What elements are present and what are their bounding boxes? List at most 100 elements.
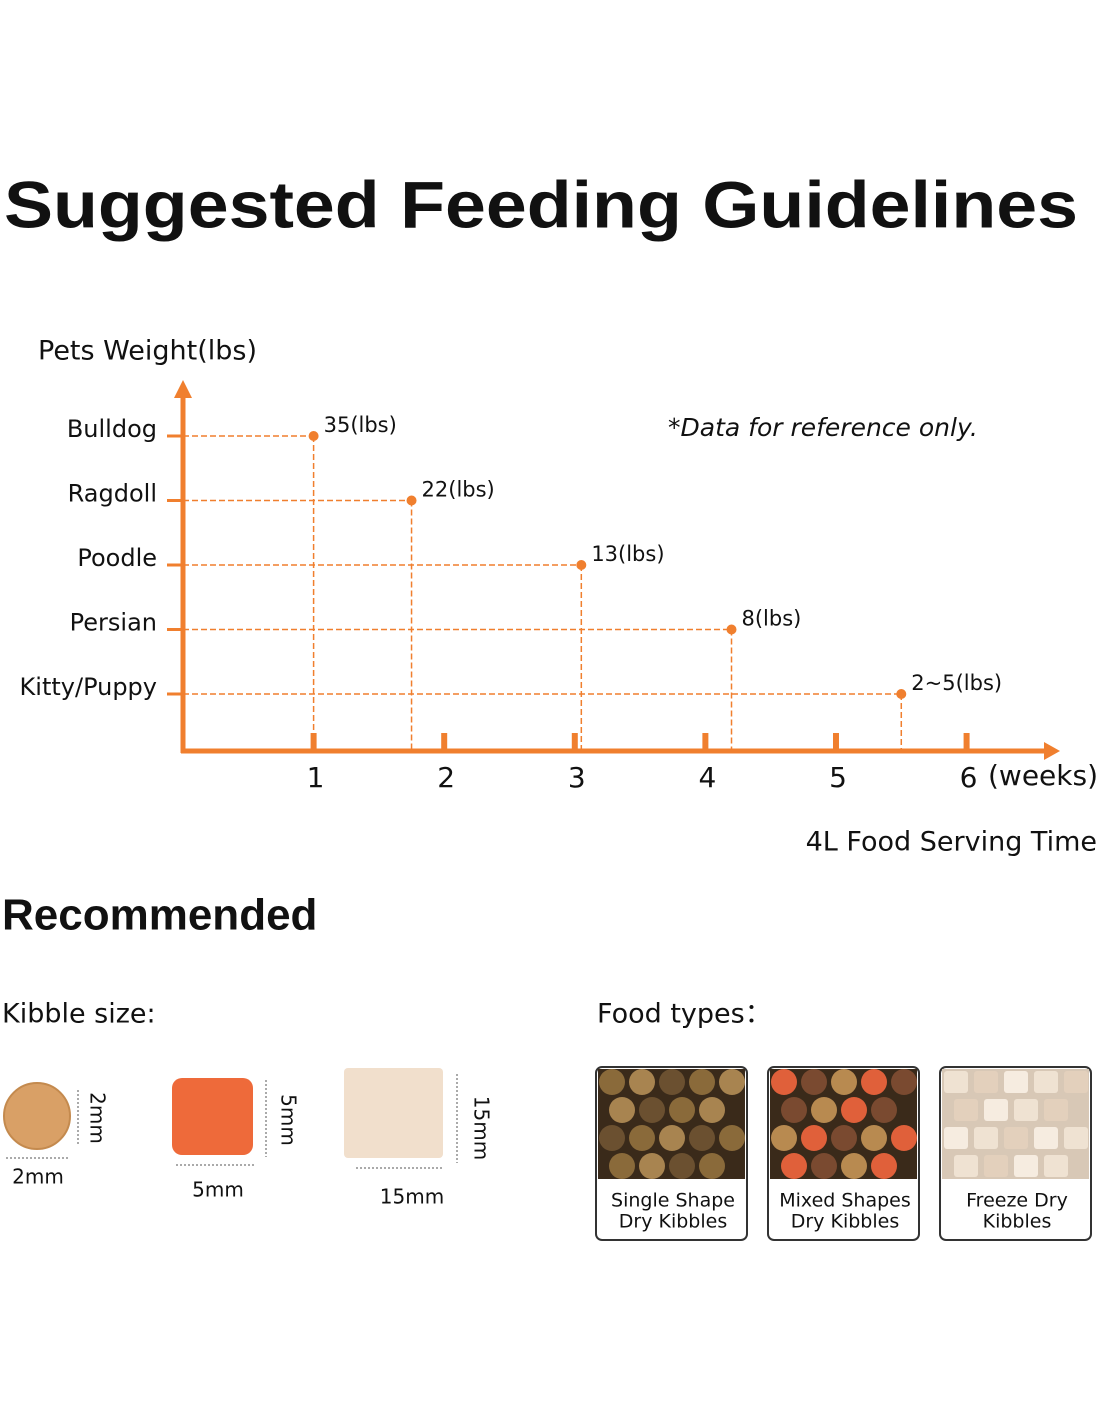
x-tick-label: 2 [437,761,455,794]
food-caption: Dry Kibbles [791,1211,899,1233]
kibble-piece [689,1069,715,1095]
kibble-piece [811,1153,837,1179]
category-label: Poodle [77,544,157,572]
kibble-piece [861,1069,887,1095]
height-label: 5mm [277,1094,301,1146]
kibble-piece [609,1097,635,1123]
category-label: Persian [70,609,157,637]
point [896,689,907,699]
kibble-piece [974,1071,998,1093]
weight-label: 8(lbs) [742,607,802,631]
x-tick-label: 5 [829,761,847,794]
kibble-piece [781,1153,807,1179]
point [576,560,587,570]
kibble-piece [639,1097,665,1123]
kibble-piece [659,1125,685,1151]
kibble-piece [699,1097,725,1123]
kibble-piece [719,1069,745,1095]
weight-label: 22(lbs) [422,478,495,502]
food-image [942,1069,1089,1179]
kibble-piece [639,1153,665,1179]
kibble-piece [861,1125,887,1151]
kibble-piece [699,1153,725,1179]
kibble-image [344,1068,443,1158]
food-caption: Mixed Shapes [779,1190,911,1212]
food-caption: Single Shape [611,1190,735,1212]
page-title: Suggested Feeding Guidelines [4,167,1078,241]
kibble-piece [954,1155,978,1177]
point [308,431,319,441]
kibble-piece [801,1125,827,1151]
kibble-piece [629,1069,655,1095]
kibble-piece [891,1125,917,1151]
kibble-piece [669,1097,695,1123]
food-types-label: Food types： [597,999,772,1030]
kibble-piece [1044,1155,1068,1177]
x-axis-arrow [1044,742,1060,760]
kibble-piece [771,1125,797,1151]
kibble-piece [944,1127,968,1149]
height-label: 15mm [470,1096,494,1160]
kibble-piece [841,1153,867,1179]
kibble-piece [811,1097,837,1123]
food-image [598,1069,745,1179]
food-caption: Freeze Dry [966,1190,1068,1212]
category-label: Bulldog [67,415,157,443]
kibble-piece [1014,1155,1038,1177]
food-image [770,1069,917,1179]
kibble-piece [1014,1099,1038,1121]
height-label: 2mm [86,1092,110,1144]
kibble-piece [1034,1071,1058,1093]
width-label: 2mm [12,1165,64,1189]
kibble-piece [689,1125,715,1151]
kibble-piece [871,1097,897,1123]
width-label: 15mm [380,1185,444,1209]
annotation: *Data for reference only. [668,413,978,442]
kibble-piece [1004,1071,1028,1093]
weight-label: 13(lbs) [591,542,664,566]
kibble-piece [891,1069,917,1095]
kibble-piece [781,1097,807,1123]
kibble-size-label: Kibble size: [2,999,156,1030]
kibble-piece [599,1125,625,1151]
y-axis-title: Pets Weight(lbs) [38,336,257,367]
kibble-piece [1034,1127,1058,1149]
x-tick-label: 4 [698,761,716,794]
kibble-piece [831,1069,857,1095]
kibble-piece [1064,1071,1088,1093]
kibble-piece [831,1125,857,1151]
weight-label: 2~5(lbs) [911,671,1002,695]
kibble-piece [719,1125,745,1151]
food-caption: Kibbles [983,1211,1052,1233]
x-unit: (weeks) [988,759,1098,792]
kibble-piece [944,1071,968,1093]
x-axis-title: 4L Food Serving Time [806,827,1097,858]
kibble-piece [984,1155,1008,1177]
point [726,624,737,635]
kibble-piece [984,1099,1008,1121]
kibble-piece [609,1153,635,1179]
kibble-piece [954,1099,978,1121]
section-title: Recommended [2,891,317,940]
y-axis-arrow [174,380,192,398]
width-label: 5mm [192,1178,244,1202]
kibble-image [3,1082,71,1150]
kibble-piece [659,1069,685,1095]
x-tick-label: 6 [960,761,978,794]
kibble-piece [1004,1127,1028,1149]
x-tick-label: 3 [568,761,586,794]
kibble-piece [801,1069,827,1095]
category-label: Ragdoll [68,480,157,508]
point [406,495,417,506]
food-caption: Dry Kibbles [619,1211,727,1233]
x-tick-label: 1 [307,761,325,794]
kibble-piece [841,1097,867,1123]
kibble-piece [599,1069,625,1095]
category-label: Kitty/Puppy [20,673,157,701]
weight-label: 35(lbs) [324,413,397,437]
kibble-piece [669,1153,695,1179]
kibble-piece [1064,1127,1088,1149]
kibble-piece [771,1069,797,1095]
kibble-piece [871,1153,897,1179]
